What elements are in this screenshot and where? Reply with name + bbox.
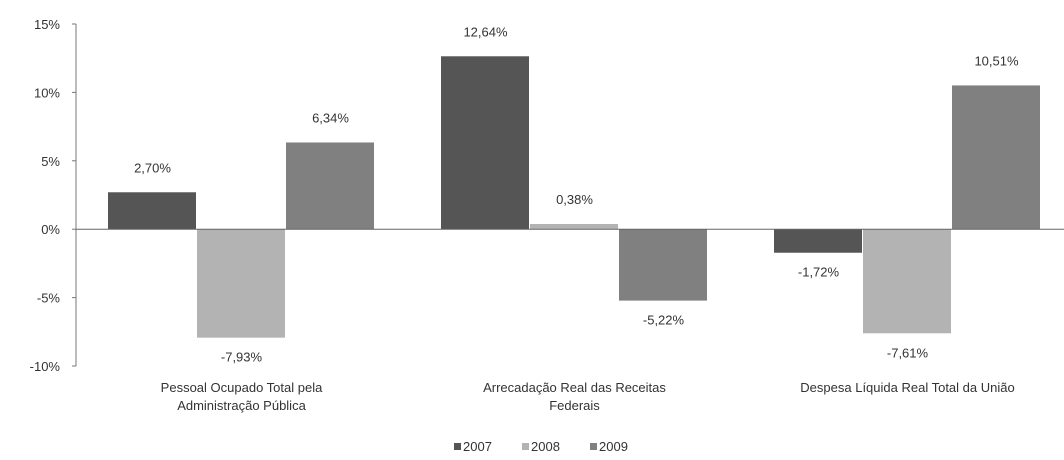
legend-label-2008: 2008 <box>531 439 560 454</box>
bar-2007-cat1 <box>108 192 196 230</box>
category-label: Despesa Líquida Real Total da União <box>800 380 1014 395</box>
bar-2007-cat2 <box>441 56 529 230</box>
y-tick-label: 10% <box>34 85 60 100</box>
data-label-2008-cat1: -7,93% <box>221 350 263 365</box>
data-label-2009-cat2: -5,22% <box>643 313 685 328</box>
data-label-2007-cat2: 12,64% <box>463 24 508 39</box>
bars <box>108 56 1040 338</box>
legend-swatch-2007 <box>454 443 461 450</box>
y-tick-label: 0% <box>41 222 60 237</box>
y-axis: 15% 10% 5% 0% -5% -10% <box>30 17 77 374</box>
y-tick-label: -5% <box>37 291 61 306</box>
y-tick-label: 5% <box>41 154 60 169</box>
category-label: Administração Pública <box>177 398 306 413</box>
legend-label-2009: 2009 <box>599 439 628 454</box>
data-label-2007-cat3: -1,72% <box>798 265 840 280</box>
category-label: Pessoal Ocupado Total pela <box>161 380 323 395</box>
bar-2007-cat3 <box>774 229 862 253</box>
category-labels: Pessoal Ocupado Total pela Administração … <box>161 380 1015 413</box>
y-tick-label: -10% <box>30 359 61 374</box>
bar-2009-cat1 <box>286 142 374 230</box>
legend-label-2007: 2007 <box>463 439 492 454</box>
y-tick-label: 15% <box>34 17 60 32</box>
data-label-2007-cat1: 2,70% <box>134 160 171 175</box>
category-label: Federais <box>549 398 600 413</box>
bar-2008-cat2 <box>530 224 618 230</box>
data-label-2008-cat2: 0,38% <box>556 192 593 207</box>
legend-swatch-2009 <box>590 443 597 450</box>
data-label-2008-cat3: -7,61% <box>887 345 929 360</box>
bar-2009-cat3 <box>952 85 1040 230</box>
data-label-2009-cat1: 6,34% <box>312 110 349 125</box>
category-label: Arrecadação Real das Receitas <box>483 380 666 395</box>
legend-swatch-2008 <box>522 443 529 450</box>
bar-2008-cat3 <box>863 229 951 334</box>
data-labels: 2,70% 12,64% -1,72% -7,93% 0,38% -7,61% 6,34% -… <box>134 24 1019 364</box>
bar-2008-cat1 <box>197 229 285 338</box>
data-label-2009-cat3: 10,51% <box>974 53 1019 68</box>
bar-2009-cat2 <box>619 229 707 301</box>
legend: 2007 2008 2009 <box>454 439 628 454</box>
